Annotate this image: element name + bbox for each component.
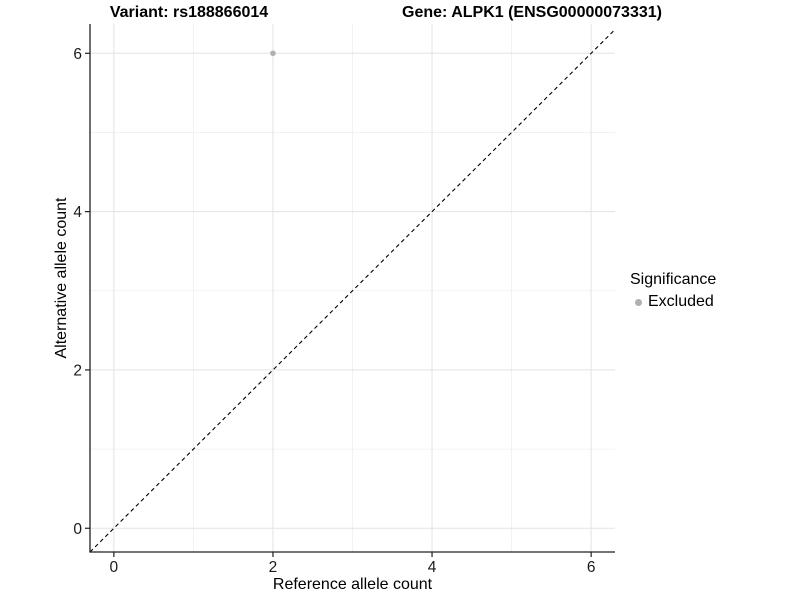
data-points [270,50,276,57]
x-tick-label: 4 [428,559,437,576]
legend-title: Significance [630,271,717,288]
identity-line-group [89,29,616,553]
axis-lines [89,24,615,553]
x-axis-title: Reference allele count [272,576,433,593]
y-tick-label: 6 [73,46,82,63]
identity-dashed-line [89,29,616,553]
y-tick-label: 2 [73,362,82,379]
y-tick-label: 4 [73,204,82,221]
tick-labels: 0 2 4 6 0 2 4 6 [73,46,595,576]
gene-title: Gene: ALPK1 (ENSG00000073331) [402,4,662,21]
data-point [270,50,276,57]
y-tick-label: 0 [73,521,82,538]
legend-point-icon [635,298,642,306]
legend-entry-label: Excluded [648,293,714,310]
y-axis-title: Alternative allele count [53,197,70,359]
x-tick-label: 2 [269,559,278,576]
variant-title: Variant: rs188866014 [109,4,269,21]
x-tick-label: 6 [587,559,596,576]
legend: Significance Excluded [630,271,716,311]
tick-marks [85,52,592,557]
legend-entries: Excluded [630,293,716,311]
legend-entry: Excluded [630,293,716,311]
major-gridlines [90,24,615,552]
minor-gridlines [90,24,615,552]
x-tick-label: 0 [110,559,119,576]
